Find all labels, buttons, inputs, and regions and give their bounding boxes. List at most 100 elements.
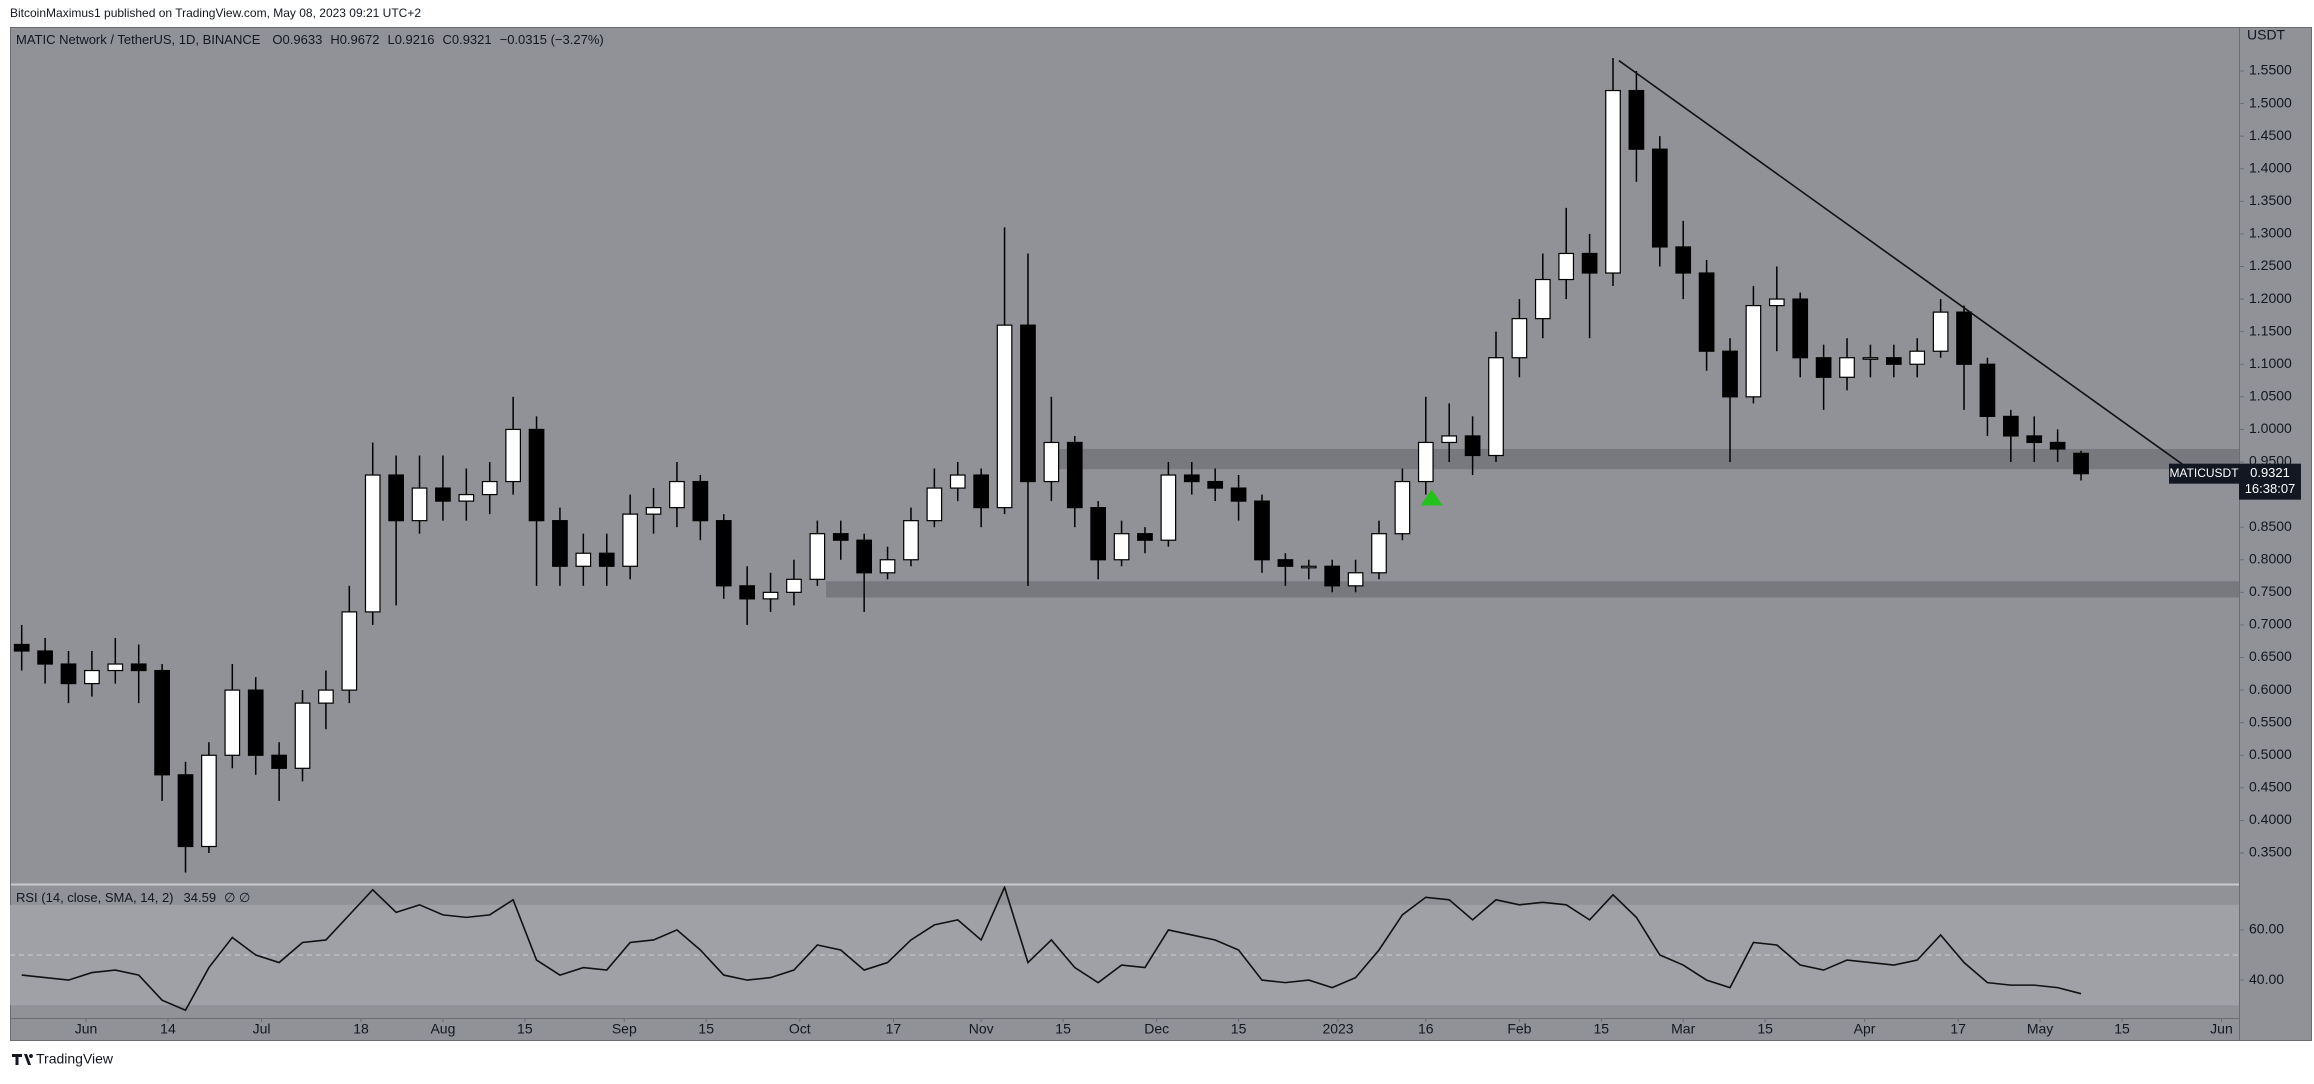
- candle-body: [1581, 252, 1598, 274]
- ohlc-key: C: [442, 32, 451, 47]
- candle-body: [1815, 357, 1832, 378]
- x-tick-label: Aug: [430, 1021, 455, 1037]
- ohlc-value: 0.9672: [340, 32, 380, 47]
- x-tick-label: 14: [160, 1021, 176, 1037]
- candle-body: [1300, 565, 1317, 569]
- candle-body: [177, 774, 194, 848]
- x-tick-label: Nov: [969, 1021, 994, 1037]
- candle-body: [809, 533, 826, 580]
- x-tick-label: Jun: [75, 1021, 98, 1037]
- x-tick-label: 15: [1055, 1021, 1071, 1037]
- publish-note: BitcoinMaximus1 published on TradingView…: [10, 6, 421, 20]
- candle-body: [1347, 572, 1364, 587]
- candle-body: [1417, 441, 1434, 483]
- candle-body: [1324, 565, 1341, 587]
- candle-body: [201, 754, 217, 848]
- candle-body: [224, 689, 241, 756]
- symbol-legend: MATIC Network / TetherUS, 1D, BINANCE O0.…: [16, 32, 604, 47]
- candle-body: [926, 487, 943, 522]
- y-tick-label: 0.8500: [2249, 518, 2292, 534]
- x-tick-label: Feb: [1507, 1021, 1531, 1037]
- y-tick-label: 0.5500: [2249, 713, 2292, 729]
- trendline: [1618, 59, 2190, 470]
- candle-body: [1230, 487, 1247, 502]
- y-tick-label: 0.6000: [2249, 681, 2292, 697]
- ohlc-value: 0.9216: [395, 32, 435, 47]
- candle-body: [645, 507, 662, 515]
- x-tick-label: 2023: [1322, 1021, 1353, 1037]
- brand-logo: [12, 1054, 34, 1065]
- rsi-line: [21, 886, 2082, 1012]
- y-tick-label: 0.8000: [2249, 550, 2292, 566]
- change: −0.0315 (−3.27%): [500, 32, 604, 47]
- candle-body: [879, 559, 896, 574]
- candle-body: [1371, 533, 1387, 574]
- candle-body: [856, 539, 873, 574]
- candle-body: [1862, 357, 1879, 360]
- candle-body: [364, 474, 381, 613]
- price-tag: [2239, 463, 2301, 500]
- x-tick-label: Jun: [2210, 1021, 2233, 1037]
- x-tick-label: 15: [517, 1021, 533, 1037]
- candle-body: [528, 428, 545, 522]
- support-zone: [1057, 448, 2239, 470]
- candle-body: [1909, 350, 1926, 365]
- y-tick-label: 1.2000: [2249, 290, 2292, 306]
- candle-body: [388, 474, 404, 522]
- y-tick-label: 1.0500: [2249, 388, 2292, 404]
- x-tick-label: Oct: [789, 1021, 811, 1037]
- candle-body: [575, 552, 592, 567]
- candle-body: [247, 689, 264, 756]
- candle-body: [130, 663, 147, 672]
- symbol-tag-label: MATICUSDT: [2169, 466, 2239, 480]
- candle-body: [1885, 357, 1902, 365]
- chart-border: [10, 27, 2312, 1041]
- candle-body: [1066, 441, 1083, 509]
- candle-body: [37, 650, 53, 665]
- candle-body: [552, 520, 568, 567]
- candle-body: [1651, 148, 1668, 248]
- ohlc-key: L: [387, 32, 394, 47]
- x-tick-label: Mar: [1671, 1021, 1695, 1037]
- x-tick-label: 15: [698, 1021, 714, 1037]
- candle-body: [1722, 350, 1738, 398]
- candle-body: [1979, 363, 1996, 417]
- candle-body: [1792, 298, 1809, 359]
- candle-body: [154, 669, 170, 776]
- y-tick-label: 0.4500: [2249, 779, 2292, 795]
- candle-body: [1605, 89, 1621, 274]
- ohlc-value: 0.9321: [452, 32, 492, 47]
- candle-body: [481, 480, 498, 496]
- candle-body: [786, 578, 802, 593]
- candle-body: [1254, 500, 1270, 561]
- rsi-pane: [10, 886, 2239, 1012]
- rsi-tick-label: 40.00: [2249, 971, 2284, 987]
- x-tick-label: Dec: [1144, 1021, 1169, 1037]
- candle-body: [715, 520, 732, 587]
- y-tick-label: 1.0000: [2249, 420, 2292, 436]
- candle-body: [1628, 89, 1645, 150]
- candle-body: [2002, 415, 2019, 437]
- candle-body: [669, 480, 685, 509]
- support-zone: [826, 581, 2239, 598]
- candle-body: [622, 513, 638, 567]
- price-tag-value: 0.9321: [2250, 465, 2290, 480]
- candle-body: [973, 474, 990, 509]
- x-tick-label: 17: [1950, 1021, 1966, 1037]
- candle-body: [1698, 272, 1715, 352]
- candle-body: [1488, 357, 1504, 457]
- candle-body: [1394, 480, 1411, 535]
- candle-body: [598, 552, 615, 567]
- candle-body: [411, 487, 428, 522]
- candle-body: [1511, 318, 1528, 359]
- candle-body: [1160, 474, 1177, 541]
- y-tick-label: 1.4500: [2249, 127, 2292, 143]
- countdown: 16:38:07: [2245, 481, 2296, 496]
- y-tick-label: 0.7500: [2249, 583, 2292, 599]
- candle-body: [949, 474, 966, 489]
- candle-body: [1956, 311, 1972, 365]
- candle-body: [435, 487, 451, 502]
- axes: 0.3500 0.4000 0.4500 0.5000 0.5500 0.6000 0.65…: [75, 62, 2301, 1037]
